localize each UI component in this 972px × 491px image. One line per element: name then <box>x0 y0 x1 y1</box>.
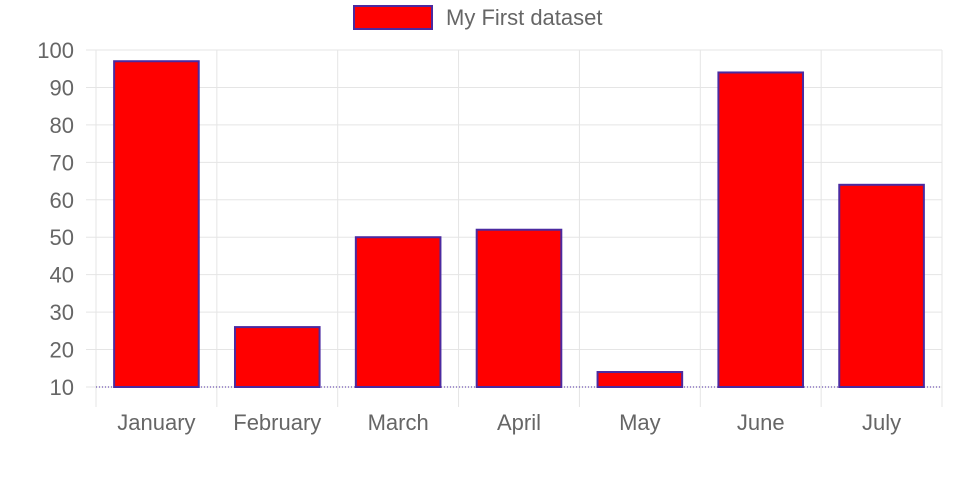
x-tick-label: March <box>368 410 429 435</box>
y-tick-label: 100 <box>37 38 74 63</box>
x-tick-label: January <box>117 410 195 435</box>
y-tick-label: 70 <box>50 150 74 175</box>
y-tick-label: 60 <box>50 188 74 213</box>
x-axis-ticks: January February March April May June July <box>117 410 901 435</box>
bar-february[interactable] <box>233 326 321 389</box>
bar-january[interactable] <box>113 60 200 388</box>
legend-label: My First dataset <box>446 5 602 30</box>
legend-swatch <box>353 5 433 30</box>
bar-may[interactable] <box>596 371 684 388</box>
x-tick-label: February <box>233 410 321 435</box>
x-tick-label: May <box>619 410 661 435</box>
x-tick-label: July <box>862 410 901 435</box>
y-tick-label: 30 <box>50 300 74 325</box>
bar-march[interactable] <box>354 236 442 388</box>
bar-july[interactable] <box>838 183 925 388</box>
x-tick-label: April <box>497 410 541 435</box>
x-tick-label: June <box>737 410 785 435</box>
legend[interactable]: My First dataset <box>353 5 602 30</box>
y-tick-label: 90 <box>50 75 74 100</box>
bar-april[interactable] <box>475 228 563 388</box>
y-tick-label: 80 <box>50 113 74 138</box>
bars <box>96 60 942 389</box>
y-tick-label: 40 <box>50 263 74 288</box>
y-axis-ticks: 10 20 30 40 50 60 70 80 90 100 <box>37 38 74 400</box>
y-tick-label: 50 <box>50 225 74 250</box>
y-tick-label: 10 <box>50 375 74 400</box>
bar-june[interactable] <box>717 71 805 388</box>
y-tick-label: 20 <box>50 338 74 363</box>
